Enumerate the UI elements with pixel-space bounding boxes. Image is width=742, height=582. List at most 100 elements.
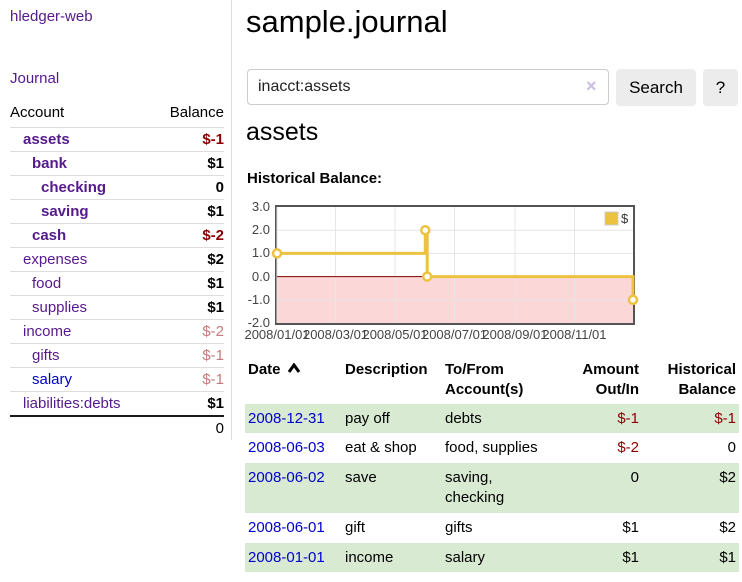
account-link-bank[interactable]: bank bbox=[32, 155, 68, 172]
register-balance-cell: $2 bbox=[719, 518, 736, 536]
x-tick-label: 2008/07/01 bbox=[421, 327, 488, 342]
account-name-cell: assets bbox=[10, 127, 154, 152]
register-accounts-cell: saving, checking bbox=[445, 469, 505, 506]
account-link-saving[interactable]: saving bbox=[41, 203, 89, 220]
register-accounts-cell: food, supplies bbox=[445, 439, 538, 457]
account-row: bank $1 bbox=[10, 151, 224, 176]
sort-asc-icon bbox=[287, 363, 300, 373]
register-row: 2008-01-01 income salary $1 $1 bbox=[245, 542, 739, 573]
account-name-cell: food bbox=[10, 271, 154, 296]
account-balance: $1 bbox=[153, 391, 224, 416]
register-table: Date Description To/From Account(s) Amount Ou… bbox=[245, 356, 739, 573]
account-link-expenses[interactable]: expenses bbox=[23, 251, 88, 268]
account-link-food[interactable]: food bbox=[32, 275, 62, 292]
account-row: assets $-1 bbox=[10, 127, 224, 152]
account-name-cell: supplies bbox=[10, 295, 154, 320]
accounts-table: Account Balance assets $-1 bank $1 checking 0… bbox=[10, 100, 224, 440]
account-row: supplies $1 bbox=[10, 295, 224, 320]
account-link-assets[interactable]: assets bbox=[23, 131, 70, 148]
accounts-total-spacer bbox=[10, 415, 154, 440]
account-row: gifts $-1 bbox=[10, 343, 224, 368]
y-tick-label: -2.0 bbox=[247, 315, 270, 330]
account-link-income[interactable]: income bbox=[23, 323, 72, 340]
account-link-gifts[interactable]: gifts bbox=[32, 347, 60, 364]
search-button[interactable]: Search bbox=[616, 69, 696, 106]
data-point-marker bbox=[420, 224, 431, 236]
register-row: 2008-06-02 save saving, checking 0 $2 bbox=[245, 463, 739, 513]
transaction-date-link[interactable]: 2008-12-31 bbox=[248, 409, 325, 427]
account-row: food $1 bbox=[10, 271, 224, 296]
account-row: expenses $2 bbox=[10, 247, 224, 272]
x-tick-label: 2008/09/01 bbox=[482, 327, 548, 342]
transaction-date-link[interactable]: 2008-06-03 bbox=[248, 439, 325, 457]
brand-link[interactable]: hledger-web bbox=[10, 8, 93, 25]
legend-label: $ bbox=[621, 211, 629, 226]
search-input[interactable] bbox=[247, 69, 609, 105]
account-balance: 0 bbox=[153, 175, 224, 200]
account-link-salary[interactable]: salary bbox=[32, 371, 73, 388]
accounts-header-row: Account Balance bbox=[10, 100, 224, 128]
account-name-cell: checking bbox=[10, 175, 154, 200]
register-description-cell: pay off bbox=[345, 409, 390, 427]
account-link-supplies[interactable]: supplies bbox=[32, 299, 88, 316]
account-row: checking 0 bbox=[10, 175, 224, 200]
register-description-cell: gift bbox=[345, 518, 366, 536]
register-balance-cell: 0 bbox=[727, 439, 736, 457]
data-point-marker bbox=[421, 271, 433, 282]
register-row: 2008-06-01 gift gifts $1 $2 bbox=[245, 513, 739, 543]
accounts-total-row: 0 bbox=[10, 415, 224, 440]
register-header-historical: Historical Balance bbox=[667, 361, 736, 398]
transaction-date-link[interactable]: 2008-06-02 bbox=[248, 469, 325, 487]
sidebar-item-journal[interactable]: Journal bbox=[10, 70, 60, 87]
register-date-cell: 2008-06-01 bbox=[245, 513, 342, 543]
account-heading: assets bbox=[246, 118, 319, 146]
account-name-cell: salary bbox=[10, 367, 154, 392]
register-header-amount: Amount Out/In bbox=[582, 361, 639, 398]
account-name-cell: bank bbox=[10, 151, 154, 176]
historical-balance-chart[interactable]: $ bbox=[271, 205, 639, 325]
transaction-date-link[interactable]: 2008-01-01 bbox=[248, 548, 325, 566]
account-name-cell: saving bbox=[10, 199, 154, 224]
transaction-date-link[interactable]: 2008-06-01 bbox=[248, 518, 325, 536]
accounts-header-account: Account bbox=[10, 104, 65, 121]
register-balance-cell: $1 bbox=[719, 548, 736, 566]
register-description-cell: income bbox=[345, 548, 394, 566]
register-row: 2008-12-31 pay off debts $-1 $-1 bbox=[245, 403, 739, 434]
register-balance-cell: $2 bbox=[719, 469, 736, 487]
y-tick-label: 3.0 bbox=[251, 199, 270, 214]
register-date-cell: 2008-01-01 bbox=[245, 543, 342, 573]
account-balance: $2 bbox=[153, 247, 224, 272]
y-tick-label: 1.0 bbox=[251, 245, 270, 261]
register-accounts-cell: salary bbox=[445, 548, 486, 566]
accounts-total-value: 0 bbox=[153, 415, 224, 440]
x-tick-label: 2008/03/01 bbox=[302, 327, 369, 342]
register-date-cell: 2008-06-03 bbox=[245, 433, 342, 463]
sidebar: hledger-web Journal Account Balance asse… bbox=[0, 0, 232, 440]
y-tick-label: 0.0 bbox=[251, 268, 270, 284]
account-balance: $1 bbox=[153, 199, 224, 224]
account-name-cell: gifts bbox=[10, 343, 154, 368]
data-point-marker bbox=[271, 248, 283, 259]
account-row: saving $1 bbox=[10, 199, 224, 224]
account-balance: $1 bbox=[153, 151, 224, 176]
legend-swatch bbox=[604, 211, 619, 226]
account-row: salary $-1 bbox=[10, 367, 224, 392]
clear-search-icon[interactable]: × bbox=[586, 76, 597, 96]
account-balance: $-1 bbox=[153, 367, 224, 392]
x-tick-label: 2008/05/01 bbox=[362, 327, 428, 342]
accounts-header-balance: Balance bbox=[169, 104, 224, 121]
data-point-marker bbox=[627, 294, 639, 306]
register-date-cell: 2008-06-02 bbox=[245, 463, 342, 513]
register-header-date[interactable]: Date bbox=[245, 356, 342, 404]
account-link-cash[interactable]: cash bbox=[32, 227, 67, 244]
account-balance: $1 bbox=[153, 271, 224, 296]
account-balance: $-1 bbox=[153, 343, 224, 368]
account-link-liabilities-debts[interactable]: liabilities:debts bbox=[23, 395, 121, 412]
account-link-checking[interactable]: checking bbox=[41, 179, 107, 196]
register-amount-cell: $1 bbox=[622, 518, 639, 536]
account-balance: $-2 bbox=[153, 319, 224, 344]
account-name-cell: liabilities:debts bbox=[10, 391, 154, 416]
account-name-cell: expenses bbox=[10, 247, 154, 272]
help-button[interactable]: ? bbox=[703, 69, 738, 106]
